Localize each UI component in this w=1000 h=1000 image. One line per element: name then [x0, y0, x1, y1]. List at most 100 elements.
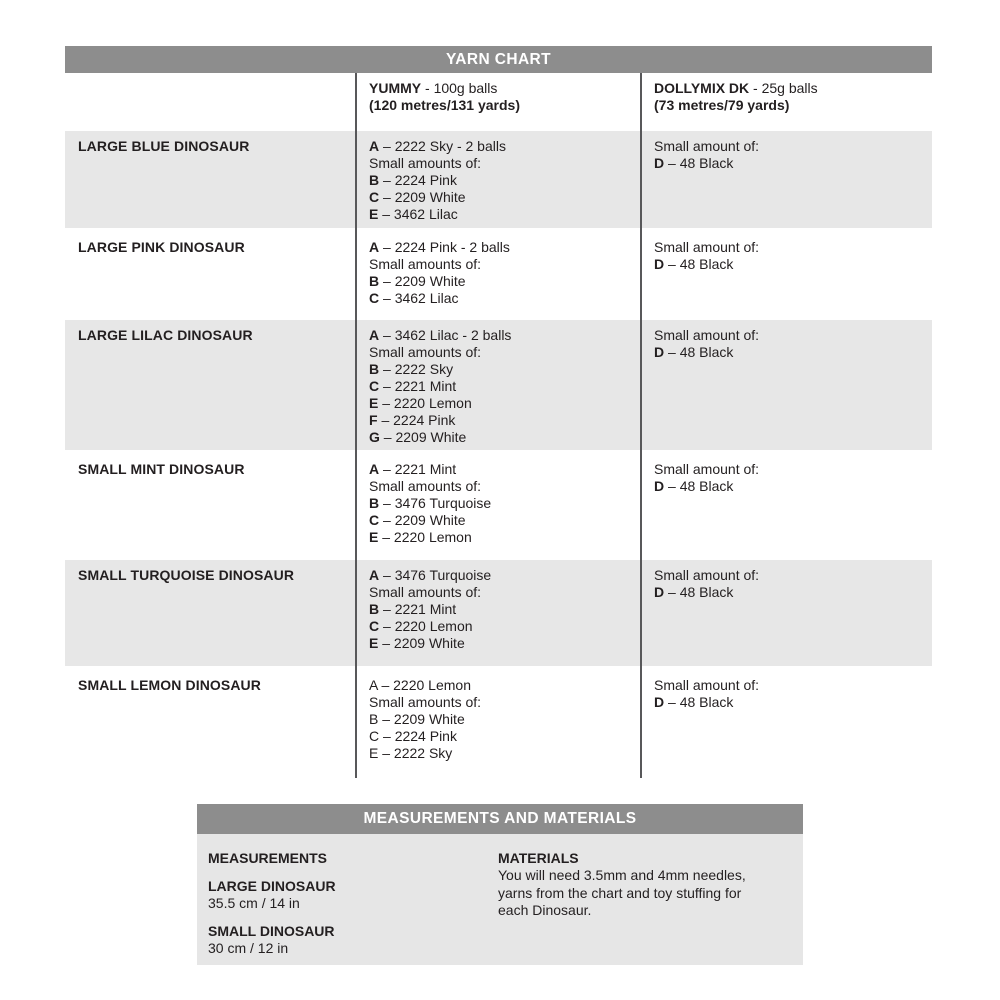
yarn-line: B – 2209 White [369, 273, 628, 290]
row-name: SMALL MINT DINOSAUR [78, 461, 245, 477]
measurements-materials-section: MEASUREMENTS AND MATERIALS MEASUREMENTS … [197, 804, 803, 965]
yarn-line: A – 2221 Mint [369, 461, 628, 478]
shade-letter: A [369, 461, 380, 477]
measurements-column: MEASUREMENTS LARGE DINOSAUR 35.5 cm / 14… [208, 850, 498, 965]
shade-text: – 48 Black [664, 256, 734, 272]
yarn-line: Small amount of: [654, 677, 920, 694]
shade-letter: D [654, 344, 665, 360]
shade-text: – 2222 Sky - 2 balls [379, 138, 506, 154]
shade-letter: B [369, 601, 380, 617]
shade-letter: C [369, 290, 380, 306]
column-divider [640, 73, 642, 778]
header-cell-blank [65, 73, 355, 131]
table-row-large-blue-dinosaur: LARGE BLUE DINOSAUR A – 2222 Sky - 2 bal… [65, 131, 932, 228]
shade-text: – 3462 Lilac [378, 206, 458, 222]
measurement-label: LARGE DINOSAUR [208, 878, 336, 894]
materials-text: You will need 3.5mm and 4mm needles, yar… [498, 867, 746, 918]
measurement-value: 35.5 cm / 14 in [208, 895, 300, 911]
yarn-line: E – 3462 Lilac [369, 206, 628, 223]
row-name: LARGE PINK DINOSAUR [78, 239, 245, 255]
yarn-line: Small amount of: [654, 327, 920, 344]
shade-text: – 48 Black [664, 344, 734, 360]
measurements-materials-title-bar: MEASUREMENTS AND MATERIALS [197, 804, 803, 834]
shade-text: – 2224 Pink [379, 172, 457, 188]
yarn-line: A – 2220 Lemon [369, 677, 628, 694]
yarn-chart-title: YARN CHART [445, 51, 552, 68]
shade-text: – 2220 Lemon [379, 618, 473, 634]
shade-text: – 3476 Turquoise [379, 567, 492, 583]
shade-text: – 2221 Mint [379, 461, 457, 477]
shade-text: – 48 Black [664, 155, 734, 171]
yarn-chart-table: YUMMY - 100g balls (120 metres/131 yards… [65, 73, 932, 778]
shade-text: – 2209 White [379, 273, 466, 289]
yarn-chart-section: YARN CHART YUMMY - 100g balls (120 metre… [65, 46, 932, 778]
yarn-line: D – 48 Black [654, 478, 920, 495]
yarn-line: E – 2220 Lemon [369, 529, 628, 546]
yarn-line: A – 3462 Lilac - 2 balls [369, 327, 628, 344]
yarn-line: Small amounts of: [369, 694, 628, 711]
shade-text: – 2209 White [378, 711, 465, 727]
shade-letter: C [369, 728, 380, 744]
shade-text: – 2220 Lemon [378, 395, 472, 411]
shade-letter: E [369, 395, 379, 411]
shade-text: – 2209 White [378, 635, 465, 651]
shade-text: – 2209 White [379, 189, 466, 205]
shade-text: Small amount of: [654, 239, 760, 255]
shade-letter: D [654, 694, 665, 710]
measurements-heading: MEASUREMENTS [208, 850, 328, 866]
yarn-line: E – 2209 White [369, 635, 628, 652]
shade-letter: C [369, 189, 380, 205]
shade-text: Small amounts of: [369, 584, 482, 600]
yarn-chart-title-bar: YARN CHART [65, 46, 932, 73]
yarn-line: C – 2209 White [369, 189, 628, 206]
yarn-line: Small amount of: [654, 567, 920, 584]
yarn-line: Small amounts of: [369, 478, 628, 495]
shade-letter: A [369, 239, 380, 255]
shade-text: – 48 Black [664, 584, 734, 600]
yarn-line: B – 2222 Sky [369, 361, 628, 378]
shade-text: Small amount of: [654, 677, 760, 693]
shade-letter: C [369, 618, 380, 634]
yarn-line: C – 2221 Mint [369, 378, 628, 395]
yarn-line: G – 2209 White [369, 429, 628, 446]
column-divider [355, 73, 357, 778]
measurement-label: SMALL DINOSAUR [208, 923, 335, 939]
table-row-small-turquoise-dinosaur: SMALL TURQUOISE DINOSAUR A – 3476 Turquo… [65, 560, 932, 666]
shade-letter: A [369, 138, 380, 154]
shade-letter: D [654, 256, 665, 272]
shade-letter: B [369, 361, 380, 377]
yarn-line: C – 2224 Pink [369, 728, 628, 745]
yarn-line: A – 3476 Turquoise [369, 567, 628, 584]
yarn-brand: YUMMY [369, 80, 422, 96]
row-name: SMALL LEMON DINOSAUR [78, 677, 261, 693]
shade-text: – 48 Black [664, 478, 734, 494]
shade-letter: B [369, 495, 380, 511]
yarn-line: D – 48 Black [654, 344, 920, 361]
shade-letter: A [369, 677, 378, 693]
yarn-line: E – 2222 Sky [369, 745, 628, 762]
shade-text: – 2209 White [379, 512, 466, 528]
measurements-materials-title: MEASUREMENTS AND MATERIALS [363, 810, 637, 827]
yarn-line: Small amounts of: [369, 344, 628, 361]
yarn-line: C – 2209 White [369, 512, 628, 529]
yarn-line: Small amounts of: [369, 155, 628, 172]
shade-letter: F [369, 412, 378, 428]
shade-text: Small amount of: [654, 327, 760, 343]
shade-text: – 2222 Sky [379, 361, 454, 377]
yarn-line: E – 2220 Lemon [369, 395, 628, 412]
table-header-row: YUMMY - 100g balls (120 metres/131 yards… [65, 73, 932, 131]
yarn-line: D – 48 Black [654, 155, 920, 172]
yarn-line: A – 2224 Pink - 2 balls [369, 239, 628, 256]
yarn-line: C – 2220 Lemon [369, 618, 628, 635]
yarn-line: D – 48 Black [654, 694, 920, 711]
shade-letter: D [654, 584, 665, 600]
measurements-materials-body: MEASUREMENTS LARGE DINOSAUR 35.5 cm / 14… [197, 834, 803, 965]
shade-text: Small amounts of: [369, 344, 482, 360]
shade-letter: B [369, 172, 380, 188]
shade-text: Small amount of: [654, 461, 760, 477]
shade-text: – 2222 Sky [378, 745, 453, 761]
materials-heading: MATERIALS [498, 850, 579, 866]
shade-text: – 3462 Lilac - 2 balls [379, 327, 512, 343]
yarn-brand: DOLLYMIX DK [654, 80, 750, 96]
table-row-large-pink-dinosaur: LARGE PINK DINOSAUR A – 2224 Pink - 2 ba… [65, 232, 932, 316]
